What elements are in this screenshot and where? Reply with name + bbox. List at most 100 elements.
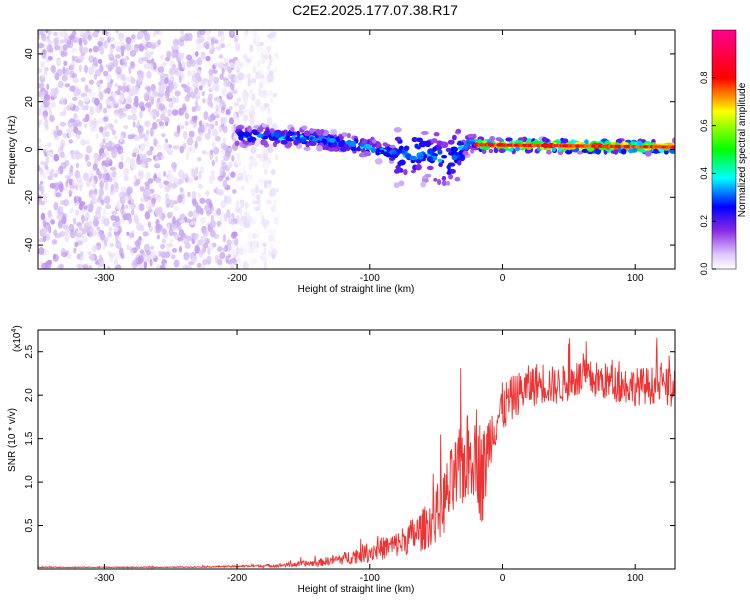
heatmap-cell <box>63 30 68 34</box>
heatmap-cell <box>196 135 202 142</box>
heatmap-cell <box>250 187 257 197</box>
heatmap-cell <box>160 96 165 103</box>
heatmap-cell <box>39 82 45 90</box>
heatmap-cell <box>68 125 75 133</box>
heatmap-cell <box>210 149 214 156</box>
heatmap-cell <box>455 128 462 134</box>
heatmap-cell <box>105 98 109 105</box>
heatmap-cell <box>252 65 257 74</box>
heatmap-cell <box>150 250 157 259</box>
heatmap-cell <box>238 104 246 110</box>
x-tick-label: 0 <box>500 273 506 284</box>
heatmap-cell <box>186 137 194 146</box>
heatmap-cell <box>120 73 125 81</box>
heatmap-cell <box>211 206 215 212</box>
heatmap-cell <box>50 168 55 173</box>
colorbar-tick-label: 0.0 <box>699 263 709 276</box>
heatmap-cell <box>160 54 164 60</box>
heatmap-cell <box>145 250 151 256</box>
heatmap-cell <box>267 33 274 39</box>
heatmap-cell <box>75 233 83 238</box>
heatmap-cell <box>445 147 452 152</box>
heatmap-cell <box>245 58 252 63</box>
heatmap-cell <box>244 109 252 114</box>
heatmap-cell <box>457 160 462 166</box>
heatmap-cell <box>47 44 53 53</box>
heatmap-cell <box>81 37 86 43</box>
heatmap-cell <box>370 147 377 153</box>
heatmap-cell <box>92 180 97 189</box>
heatmap-cell <box>39 43 45 49</box>
heatmap-cell <box>83 123 88 129</box>
heatmap-cell <box>113 119 118 124</box>
heatmap-cell <box>134 44 140 49</box>
heatmap-cell <box>421 130 429 135</box>
heatmap-cell <box>166 203 170 208</box>
heatmap-cell <box>194 243 200 253</box>
heatmap-cell <box>394 136 402 142</box>
heatmap-cell <box>164 57 170 62</box>
heatmap-cell <box>225 108 231 115</box>
heatmap-cell <box>143 140 150 147</box>
colorbar-tick-label: 0.8 <box>699 72 709 85</box>
heatmap-cell <box>134 240 142 247</box>
heatmap-cell <box>177 225 182 231</box>
heatmap-cell <box>42 193 48 201</box>
heatmap-cell <box>87 34 92 41</box>
heatmap-cell <box>230 171 236 178</box>
heatmap-cell <box>138 101 145 110</box>
heatmap-cell <box>111 210 118 215</box>
heatmap-cell <box>87 251 93 256</box>
heatmap-cell <box>98 37 105 43</box>
heatmap-cell <box>259 201 263 207</box>
heatmap-cell <box>171 254 176 260</box>
heatmap-cell <box>266 116 273 126</box>
heatmap-cell <box>145 64 152 70</box>
heatmap-cell <box>197 183 204 189</box>
heatmap-cell <box>151 121 158 130</box>
heatmap-cell <box>206 210 213 215</box>
heatmap-cell <box>269 243 273 251</box>
heatmap-cell <box>46 83 50 91</box>
heatmap-cell <box>316 145 323 152</box>
heatmap-cell <box>257 178 265 184</box>
heatmap-cell <box>267 229 274 234</box>
heatmap-cell <box>192 213 199 218</box>
heatmap-cell <box>188 210 193 218</box>
heatmap-cell <box>107 140 113 148</box>
heatmap-cell <box>209 242 214 251</box>
heatmap-cell <box>138 203 145 212</box>
heatmap-cell <box>141 39 146 47</box>
heatmap-cell <box>166 50 171 58</box>
heatmap-cell <box>82 46 89 54</box>
heatmap-cell <box>234 206 241 212</box>
heatmap-cell <box>205 43 210 50</box>
heatmap-cell <box>38 30 44 35</box>
heatmap-cell <box>138 172 144 181</box>
heatmap-cell <box>77 99 84 107</box>
heatmap-cell <box>84 64 88 74</box>
heatmap-cell <box>60 50 65 58</box>
heatmap-cell <box>450 146 458 153</box>
heatmap-cell <box>329 138 336 143</box>
heatmap-cell <box>113 226 119 233</box>
heatmap-cell <box>238 108 243 115</box>
heatmap-cell <box>38 108 42 116</box>
heatmap-cell <box>250 157 257 163</box>
heatmap-cell <box>637 140 643 147</box>
heatmap-cell <box>150 50 154 56</box>
heatmap-cell <box>112 129 116 136</box>
heatmap-cell <box>227 90 233 98</box>
heatmap-cell <box>426 165 434 171</box>
heatmap-cell <box>97 58 103 64</box>
heatmap-cell <box>235 42 241 52</box>
heatmap-cell <box>372 139 377 144</box>
heatmap-cell <box>38 164 41 172</box>
heatmap-cell <box>245 92 249 98</box>
heatmap-cell <box>84 115 89 123</box>
heatmap-cell <box>136 153 140 162</box>
x-tick-label: -100 <box>360 573 380 584</box>
heatmap-cell <box>185 235 192 242</box>
heatmap-cell <box>237 234 242 241</box>
heatmap-cell <box>161 238 167 244</box>
